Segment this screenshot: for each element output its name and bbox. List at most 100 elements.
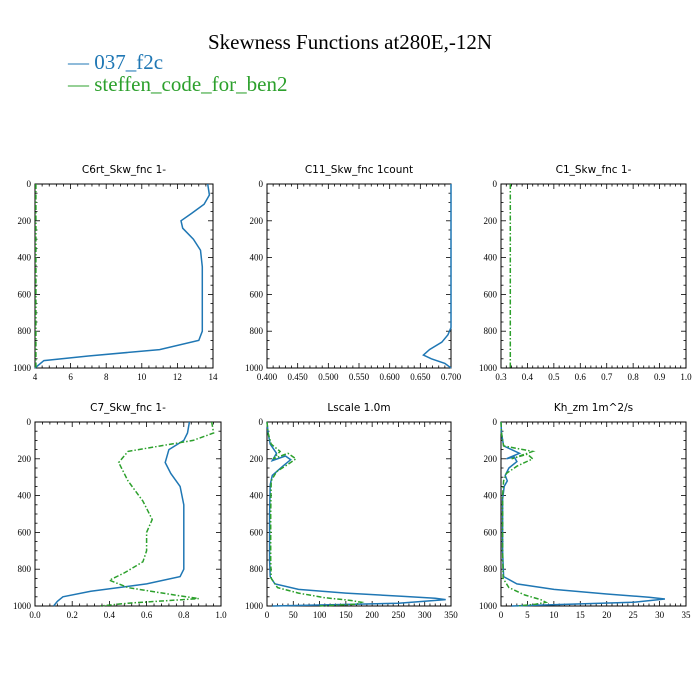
chart-panel-3: C1_Skw_fnc 1- 0.3 0.4 0.5 0.6 0.7 0.8 0.9 1.0 0 20… <box>479 164 692 382</box>
y-tick-label: 1000 <box>245 363 264 373</box>
series-line-1 <box>53 421 191 607</box>
y-tick-label: 1000 <box>13 601 32 611</box>
y-tick-label: 200 <box>484 454 498 464</box>
x-tick-label: 0 <box>265 610 270 620</box>
series-line-2 <box>100 421 215 607</box>
chart-title: Lscale 1.0m <box>327 402 390 414</box>
plot-frame <box>500 183 687 369</box>
y-tick-label: 800 <box>484 326 498 336</box>
x-tick-label: 15 <box>576 610 586 620</box>
series-line-2 <box>266 421 365 607</box>
x-tick-label: 14 <box>209 372 219 382</box>
y-tick-label: 0 <box>493 179 498 189</box>
x-tick-label: 200 <box>365 610 379 620</box>
y-tick-label: 600 <box>250 527 264 537</box>
chart-title: C1_Skw_fnc 1- <box>556 164 632 176</box>
series-line-1 <box>422 184 452 369</box>
y-tick-label: 200 <box>484 216 498 226</box>
figure-title: Skewness Functions at280E,-12N <box>207 30 493 54</box>
x-tick-label: 0.9 <box>654 372 666 382</box>
y-tick-label: 1000 <box>479 363 498 373</box>
x-tick-label: 0.4 <box>522 372 534 382</box>
chart-title: Kh_zm 1m^2/s <box>554 402 633 414</box>
y-tick-label: 600 <box>250 289 264 299</box>
y-tick-label: 400 <box>250 253 264 263</box>
x-tick-label: 0.5 <box>548 372 560 382</box>
y-tick-label: 200 <box>18 454 32 464</box>
y-tick-label: 1000 <box>245 601 264 611</box>
plot-frame <box>34 421 222 607</box>
x-tick-label: 0.4 <box>104 610 116 620</box>
x-tick-label: 0.6 <box>141 610 153 620</box>
x-tick-label: 0.600 <box>380 372 401 382</box>
y-tick-label: 0 <box>259 417 264 427</box>
plot-frame <box>266 183 452 369</box>
x-tick-label: 0.400 <box>257 372 278 382</box>
y-tick-label: 400 <box>250 491 264 501</box>
chart-panel-6: Kh_zm 1m^2/s 0 5 10 15 20 25 30 35 0 200 400 600 800 1… <box>479 402 691 620</box>
x-tick-label: 50 <box>289 610 299 620</box>
chart-panel-5: Lscale 1.0m 0 50 100 150 200 250 300 350 0 200 400 6… <box>245 402 458 620</box>
x-tick-label: 0.8 <box>178 610 190 620</box>
x-tick-label: 150 <box>339 610 353 620</box>
x-tick-label: 0.7 <box>601 372 613 382</box>
x-tick-label: 1.0 <box>680 372 692 382</box>
y-tick-label: 600 <box>484 289 498 299</box>
y-tick-label: 600 <box>484 527 498 537</box>
x-tick-label: 6 <box>68 372 73 382</box>
y-tick-label: 800 <box>250 326 264 336</box>
y-tick-label: 200 <box>250 454 264 464</box>
x-tick-label: 30 <box>655 610 665 620</box>
plot-frame <box>500 421 687 607</box>
x-tick-label: 10 <box>549 610 559 620</box>
chart-panel-4: C7_Skw_fnc 1- 0.0 0.2 0.4 0.6 0.8 1.0 0 200 400 60… <box>13 402 227 620</box>
x-tick-label: 10 <box>137 372 147 382</box>
x-tick-label: 4 <box>33 372 38 382</box>
y-tick-label: 600 <box>18 289 32 299</box>
x-tick-label: 0 <box>499 610 504 620</box>
y-tick-label: 0 <box>27 417 32 427</box>
legend-entry-037-f2c: — 037_f2c <box>68 50 164 74</box>
x-tick-label: 250 <box>392 610 406 620</box>
x-tick-label: 100 <box>313 610 327 620</box>
x-tick-label: 35 <box>682 610 692 620</box>
y-tick-label: 800 <box>484 564 498 574</box>
x-tick-label: 0.0 <box>29 610 41 620</box>
plot-frame <box>266 421 452 607</box>
chart-title: C11_Skw_fnc 1count <box>305 164 413 176</box>
x-tick-label: 25 <box>629 610 639 620</box>
x-tick-label: 0.550 <box>349 372 370 382</box>
y-tick-label: 400 <box>484 491 498 501</box>
chart-title: C6rt_Skw_fnc 1- <box>82 164 166 176</box>
y-tick-label: 0 <box>493 417 498 427</box>
series-line-1 <box>34 183 211 369</box>
y-tick-label: 0 <box>259 179 264 189</box>
x-tick-label: 0.3 <box>495 372 507 382</box>
x-tick-label: 12 <box>173 372 182 382</box>
x-tick-label: 350 <box>444 610 458 620</box>
series-line-1 <box>500 421 665 607</box>
chart-title: C7_Skw_fnc 1- <box>90 402 166 414</box>
series-line-1 <box>266 421 446 607</box>
y-tick-label: 200 <box>18 216 32 226</box>
x-tick-label: 8 <box>104 372 109 382</box>
y-tick-label: 1000 <box>13 363 32 373</box>
x-tick-label: 0.6 <box>575 372 587 382</box>
chart-panel-1: C6rt_Skw_fnc 1- 4 6 8 10 12 14 0 200 400 600 800 100… <box>13 164 218 382</box>
y-tick-label: 400 <box>484 253 498 263</box>
y-tick-label: 0 <box>27 179 32 189</box>
chart-panel-2: C11_Skw_fnc 1count 0.400 0.450 0.500 0.550 0.… <box>245 164 462 382</box>
x-tick-label: 0.700 <box>441 372 462 382</box>
x-tick-label: 0.650 <box>410 372 431 382</box>
x-tick-label: 300 <box>418 610 432 620</box>
x-tick-label: 5 <box>525 610 530 620</box>
y-tick-label: 600 <box>18 527 32 537</box>
x-tick-label: 0.500 <box>318 372 339 382</box>
y-tick-label: 400 <box>18 253 32 263</box>
x-tick-label: 1.0 <box>215 610 227 620</box>
series-line-2 <box>500 421 549 607</box>
y-tick-label: 800 <box>18 564 32 574</box>
plot-frame <box>34 183 214 369</box>
x-tick-label: 0.2 <box>67 610 78 620</box>
